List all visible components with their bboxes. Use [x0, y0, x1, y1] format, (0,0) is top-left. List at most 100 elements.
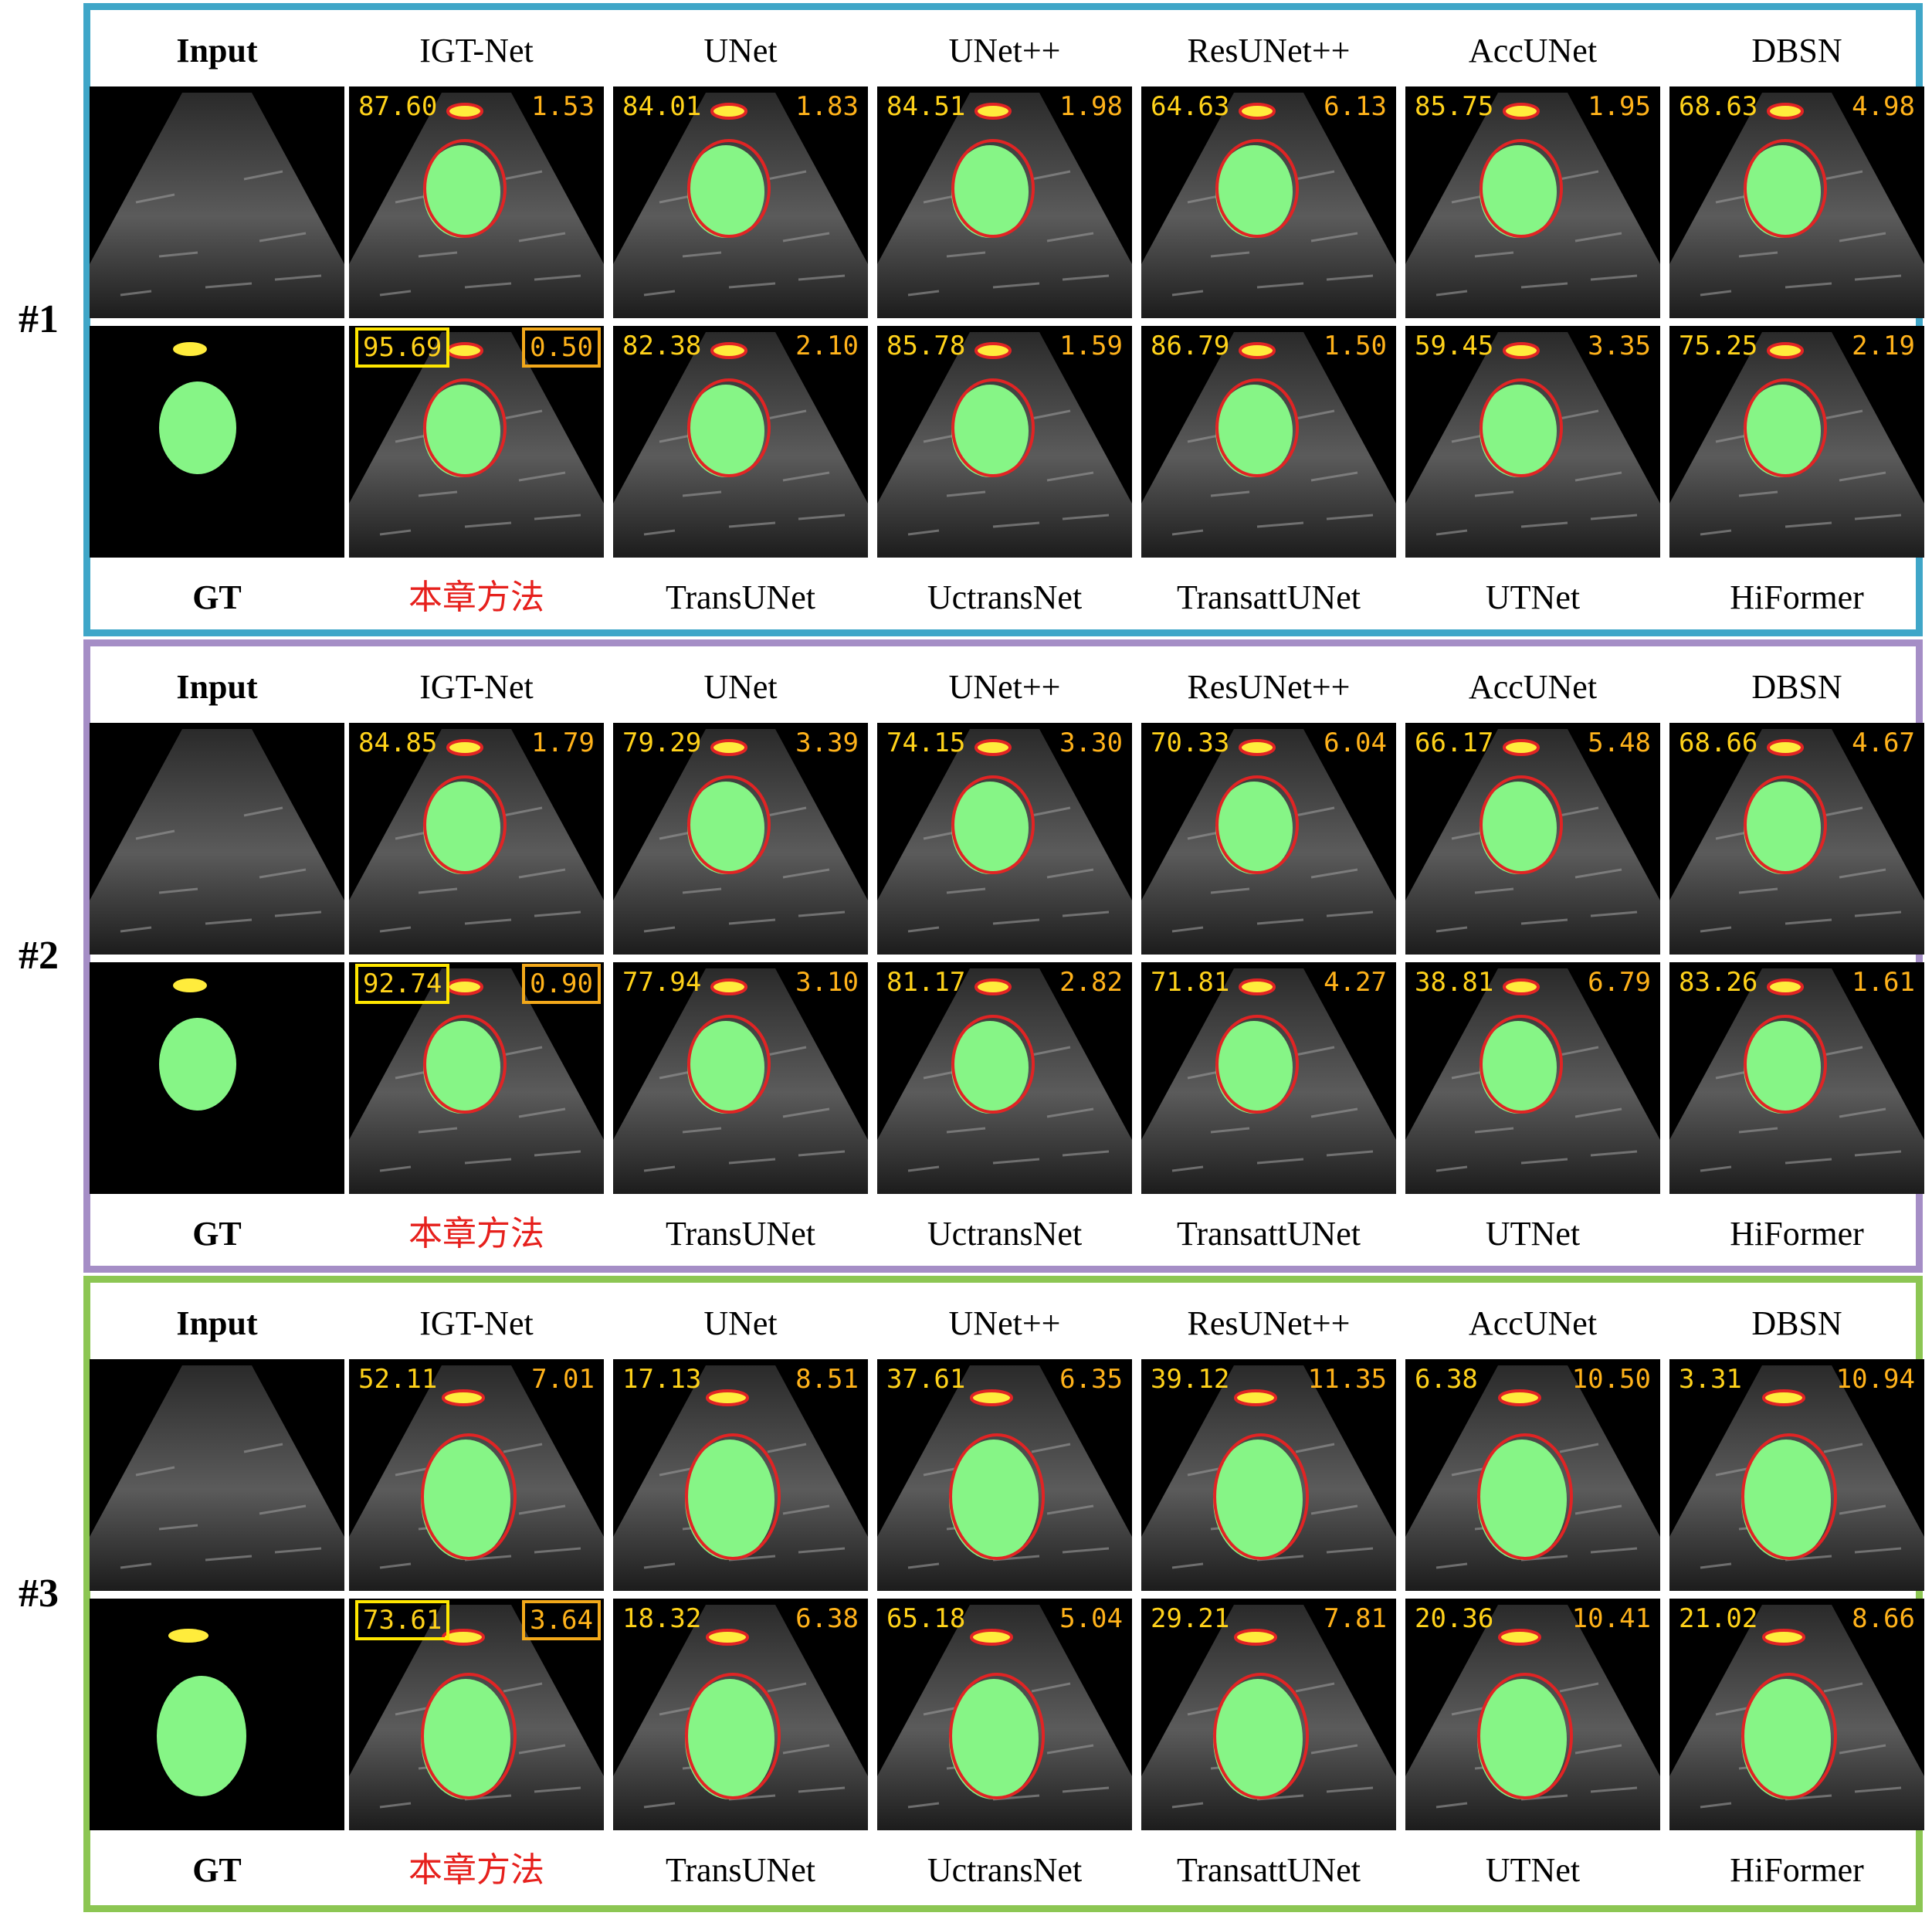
tissue-streak — [1062, 1150, 1110, 1157]
column-header: UNet — [703, 1304, 778, 1342]
input-ultrasound-image — [90, 86, 344, 318]
predicted-large-region — [949, 1679, 1039, 1799]
tissue-streak — [643, 1165, 676, 1172]
gt-large-contour — [949, 1673, 1045, 1799]
tissue-streak — [1738, 887, 1778, 894]
gt-small-contour — [1239, 978, 1276, 995]
gt-small-contour — [1239, 739, 1276, 756]
tissue-streak — [259, 1504, 307, 1515]
dice-score: 85.75 — [1415, 91, 1494, 122]
column-header: UNet — [703, 668, 778, 706]
dice-score: 75.25 — [1679, 331, 1758, 361]
column-footer: TransUNet — [666, 578, 815, 616]
hausdorff-distance: 2.10 — [795, 331, 859, 361]
prediction-overlay-image: 38.81 6.79 — [1405, 962, 1660, 1194]
predicted-large-region — [1215, 782, 1293, 874]
predicted-small-region — [443, 1391, 483, 1405]
prediction-overlay-image: 6.38 10.50 — [1405, 1359, 1660, 1591]
gt-small-region — [173, 342, 207, 356]
tissue-streak — [1435, 1802, 1468, 1809]
tissue-streak — [992, 1158, 1040, 1165]
predicted-large-region — [1480, 782, 1557, 874]
gt-small-contour — [1762, 1629, 1805, 1646]
ground-truth-mask — [90, 962, 344, 1194]
tissue-streak — [158, 251, 198, 258]
prediction-overlay-image: 29.21 7.81 — [1141, 1599, 1396, 1830]
hausdorff-distance: 5.48 — [1588, 727, 1651, 758]
tissue-streak — [1520, 918, 1568, 925]
predicted-large-region — [1215, 385, 1293, 477]
tissue-streak — [1031, 409, 1071, 420]
tissue-streak — [1590, 274, 1638, 281]
predicted-small-region — [1235, 1391, 1276, 1405]
tissue-streak — [518, 1504, 566, 1515]
dice-score: 37.61 — [886, 1364, 966, 1395]
tissue-streak — [1474, 251, 1514, 258]
column-header: Input — [176, 1304, 258, 1342]
predicted-large-region — [951, 145, 1029, 238]
column-footer: 本章方法 — [408, 1214, 544, 1253]
tissue-streak — [534, 1150, 581, 1157]
ultrasound-fan — [90, 729, 344, 955]
tissue-streak — [1559, 806, 1599, 817]
gt-small-contour — [1498, 1629, 1541, 1646]
tissue-streak — [992, 282, 1040, 289]
hausdorff-distance: 6.38 — [795, 1603, 859, 1634]
predicted-small-region — [1764, 1630, 1804, 1644]
tissue-streak — [1839, 1744, 1886, 1755]
tissue-streak — [274, 1547, 322, 1554]
gt-large-region — [159, 1018, 236, 1111]
tissue-streak — [1171, 926, 1204, 933]
hausdorff-distance: 6.04 — [1324, 727, 1387, 758]
predicted-large-region — [1744, 782, 1821, 874]
gt-large-contour — [685, 1673, 781, 1799]
column-footer: UTNet — [1485, 1851, 1581, 1889]
column-footer: GT — [192, 1851, 242, 1889]
predicted-small-region — [443, 1630, 483, 1644]
gt-small-contour — [1503, 978, 1540, 995]
tissue-streak — [907, 1562, 940, 1569]
tissue-streak — [135, 829, 175, 840]
tissue-streak — [1854, 514, 1902, 521]
dice-score: 29.21 — [1151, 1603, 1230, 1634]
tissue-streak — [728, 1158, 776, 1165]
tissue-streak — [1031, 1443, 1071, 1453]
predicted-large-region — [1480, 145, 1557, 238]
tissue-streak — [798, 1786, 846, 1793]
prediction-overlay-image: 84.51 1.98 — [877, 86, 1132, 318]
prediction-overlay-image: 39.12 11.35 — [1141, 1359, 1396, 1591]
hausdorff-distance: 6.79 — [1588, 967, 1651, 998]
column-header: DBSN — [1751, 1304, 1842, 1342]
prediction-overlay-image: 86.79 1.50 — [1141, 326, 1396, 558]
predicted-large-region — [1741, 1679, 1831, 1799]
tissue-streak — [1738, 251, 1778, 258]
hausdorff-distance: 4.67 — [1852, 727, 1915, 758]
hausdorff-distance: 4.27 — [1324, 967, 1387, 998]
dice-score: 82.38 — [622, 331, 702, 361]
tissue-streak — [205, 918, 253, 925]
dice-score: 3.31 — [1679, 1364, 1742, 1395]
tissue-streak — [1046, 1504, 1094, 1515]
column-footer: HiFormer — [1730, 1851, 1864, 1889]
tissue-streak — [1590, 1547, 1638, 1554]
gt-small-contour — [1239, 103, 1276, 120]
tissue-streak — [1062, 514, 1110, 521]
tissue-streak — [1046, 471, 1094, 482]
predicted-small-region — [1764, 1391, 1804, 1405]
tissue-streak — [767, 409, 807, 420]
predicted-large-region — [1741, 1440, 1831, 1560]
dice-score: 59.45 — [1415, 331, 1494, 361]
column-header: AccUNet — [1468, 668, 1598, 706]
tissue-streak — [643, 290, 676, 297]
predicted-large-region — [687, 1021, 764, 1114]
tissue-streak — [1559, 170, 1599, 181]
prediction-overlay-image: 68.66 4.67 — [1669, 723, 1924, 955]
tissue-streak — [767, 1682, 807, 1693]
tissue-streak — [1559, 1443, 1599, 1453]
predicted-large-region — [687, 385, 764, 477]
predicted-small-region — [1504, 104, 1538, 118]
gt-large-contour — [1480, 775, 1563, 874]
tissue-streak — [1256, 1158, 1304, 1165]
gt-small-contour — [710, 103, 747, 120]
prediction-overlay-image: 82.38 2.10 — [613, 326, 868, 558]
